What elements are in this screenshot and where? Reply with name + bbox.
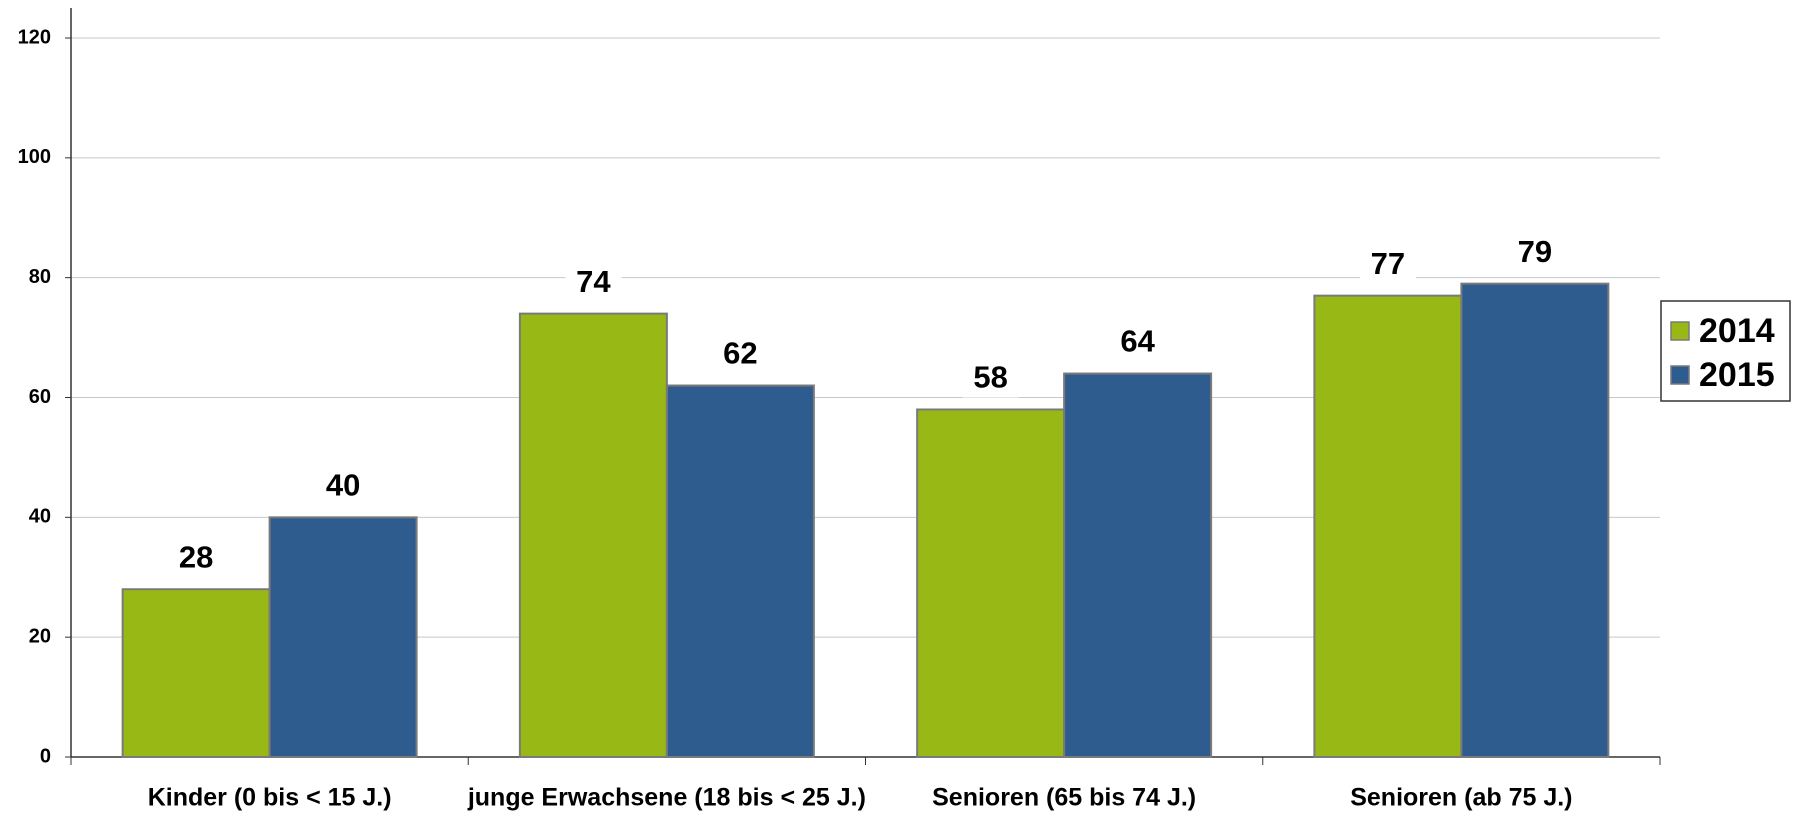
bar bbox=[916, 408, 1066, 758]
y-tick-label: 0 bbox=[40, 745, 51, 767]
y-tick-label: 100 bbox=[18, 146, 51, 168]
data-label: 74 bbox=[576, 264, 611, 299]
legend-label: 2015 bbox=[1699, 356, 1775, 394]
data-label: 64 bbox=[1120, 324, 1155, 359]
bar bbox=[1460, 282, 1610, 758]
label-bg bbox=[1506, 235, 1563, 272]
label-bg bbox=[1359, 247, 1416, 284]
y-tick-label: 60 bbox=[29, 386, 51, 408]
legend-swatch bbox=[1670, 365, 1690, 385]
label-bg bbox=[315, 469, 372, 506]
legend-label: 2014 bbox=[1699, 312, 1775, 350]
data-label: 62 bbox=[723, 336, 757, 371]
data-label: 79 bbox=[1518, 234, 1552, 269]
y-tick-label: 80 bbox=[29, 266, 51, 288]
x-tick-label: Senioren (65 bis 74 J.) bbox=[932, 784, 1196, 812]
label-bg bbox=[1109, 325, 1166, 362]
y-tick-label: 20 bbox=[29, 625, 51, 647]
bar bbox=[1313, 294, 1463, 758]
data-label: 77 bbox=[1371, 246, 1405, 281]
x-tick-label: Kinder (0 bis < 15 J.) bbox=[148, 784, 392, 812]
data-label: 40 bbox=[326, 468, 360, 503]
bar bbox=[268, 516, 418, 758]
y-tick-label: 40 bbox=[29, 506, 51, 528]
bar bbox=[665, 384, 815, 758]
bar bbox=[518, 312, 668, 758]
label-bg bbox=[712, 337, 769, 374]
x-tick-label: Senioren (ab 75 J.) bbox=[1350, 784, 1572, 812]
bar bbox=[1063, 372, 1213, 758]
data-label: 28 bbox=[179, 539, 213, 574]
label-bg bbox=[565, 265, 622, 302]
data-label: 58 bbox=[973, 360, 1007, 395]
label-bg bbox=[962, 361, 1019, 398]
x-tick-label: junge Erwachsene (18 bis < 25 J.) bbox=[467, 784, 866, 812]
y-tick-label: 120 bbox=[18, 26, 51, 48]
label-bg bbox=[168, 541, 225, 578]
legend-swatch bbox=[1670, 321, 1690, 341]
bar bbox=[121, 588, 271, 758]
